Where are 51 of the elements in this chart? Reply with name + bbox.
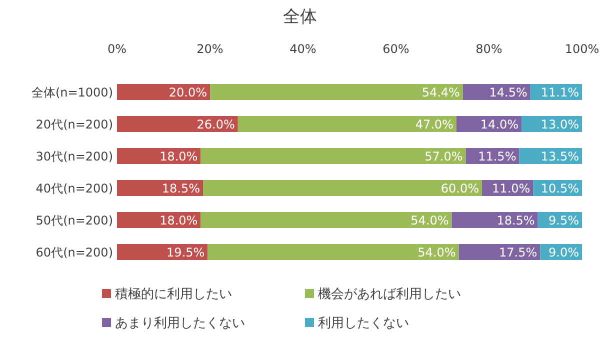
data-label: 54.4% (422, 86, 460, 100)
data-label: 13.5% (540, 150, 579, 164)
x-tick-label: 40% (290, 42, 316, 56)
data-label: 19.5% (166, 246, 205, 260)
bar (238, 116, 456, 132)
data-label: 47.0% (415, 118, 454, 132)
legend-label: 利用したくない (318, 316, 409, 331)
y-tick-label: 40代(n=200) (36, 182, 113, 196)
bar (117, 116, 238, 132)
data-label: 54.0% (410, 214, 449, 228)
legend-label: あまり利用したくない (115, 316, 245, 331)
data-label: 20.0% (168, 86, 207, 100)
x-tick-label: 20% (196, 42, 224, 56)
data-label: 11.1% (540, 86, 579, 100)
data-label: 17.5% (499, 246, 538, 260)
y-tick-label: 60代(n=200) (36, 246, 113, 260)
bar (452, 212, 538, 228)
data-label: 57.0% (424, 150, 463, 164)
data-label: 18.0% (160, 150, 198, 164)
bar (117, 244, 208, 260)
data-label: 60.0% (440, 182, 480, 196)
x-tick-label: 100% (564, 42, 600, 56)
data-label: 11.5% (478, 150, 516, 164)
data-label: 13.0% (540, 118, 579, 132)
bar (200, 148, 466, 164)
y-tick-label: 20代(n=200) (36, 118, 113, 132)
data-label: 14.0% (480, 118, 519, 132)
y-tick-label: 全体(n=1000) (31, 86, 113, 100)
bar (203, 180, 482, 196)
legend-label: 機会があれば利用したい (318, 287, 461, 302)
data-label: 14.5% (489, 86, 528, 100)
data-label: 9.0% (548, 246, 579, 260)
x-tick-label: 0% (107, 42, 127, 56)
x-tick-label: 60% (382, 42, 410, 56)
y-tick-label: 50代(n=200) (36, 214, 113, 228)
bar (208, 244, 459, 260)
data-label: 54.0% (418, 246, 456, 260)
bar (200, 212, 452, 228)
data-label: 18.5% (162, 182, 200, 196)
data-label: 18.5% (496, 214, 535, 228)
chart-title: 全体 (283, 7, 317, 27)
y-tick-label: 30代(n=200) (36, 150, 113, 164)
bar (117, 84, 210, 100)
data-label: 9.5% (548, 214, 579, 228)
data-label: 10.5% (540, 182, 579, 196)
bar (210, 84, 463, 100)
data-label: 11.0% (492, 182, 530, 196)
legend-label: 積極的に利用したい (115, 287, 232, 302)
x-tick-label: 80% (476, 42, 502, 56)
data-label: 18.0% (160, 214, 198, 228)
data-label: 26.0% (196, 118, 235, 132)
